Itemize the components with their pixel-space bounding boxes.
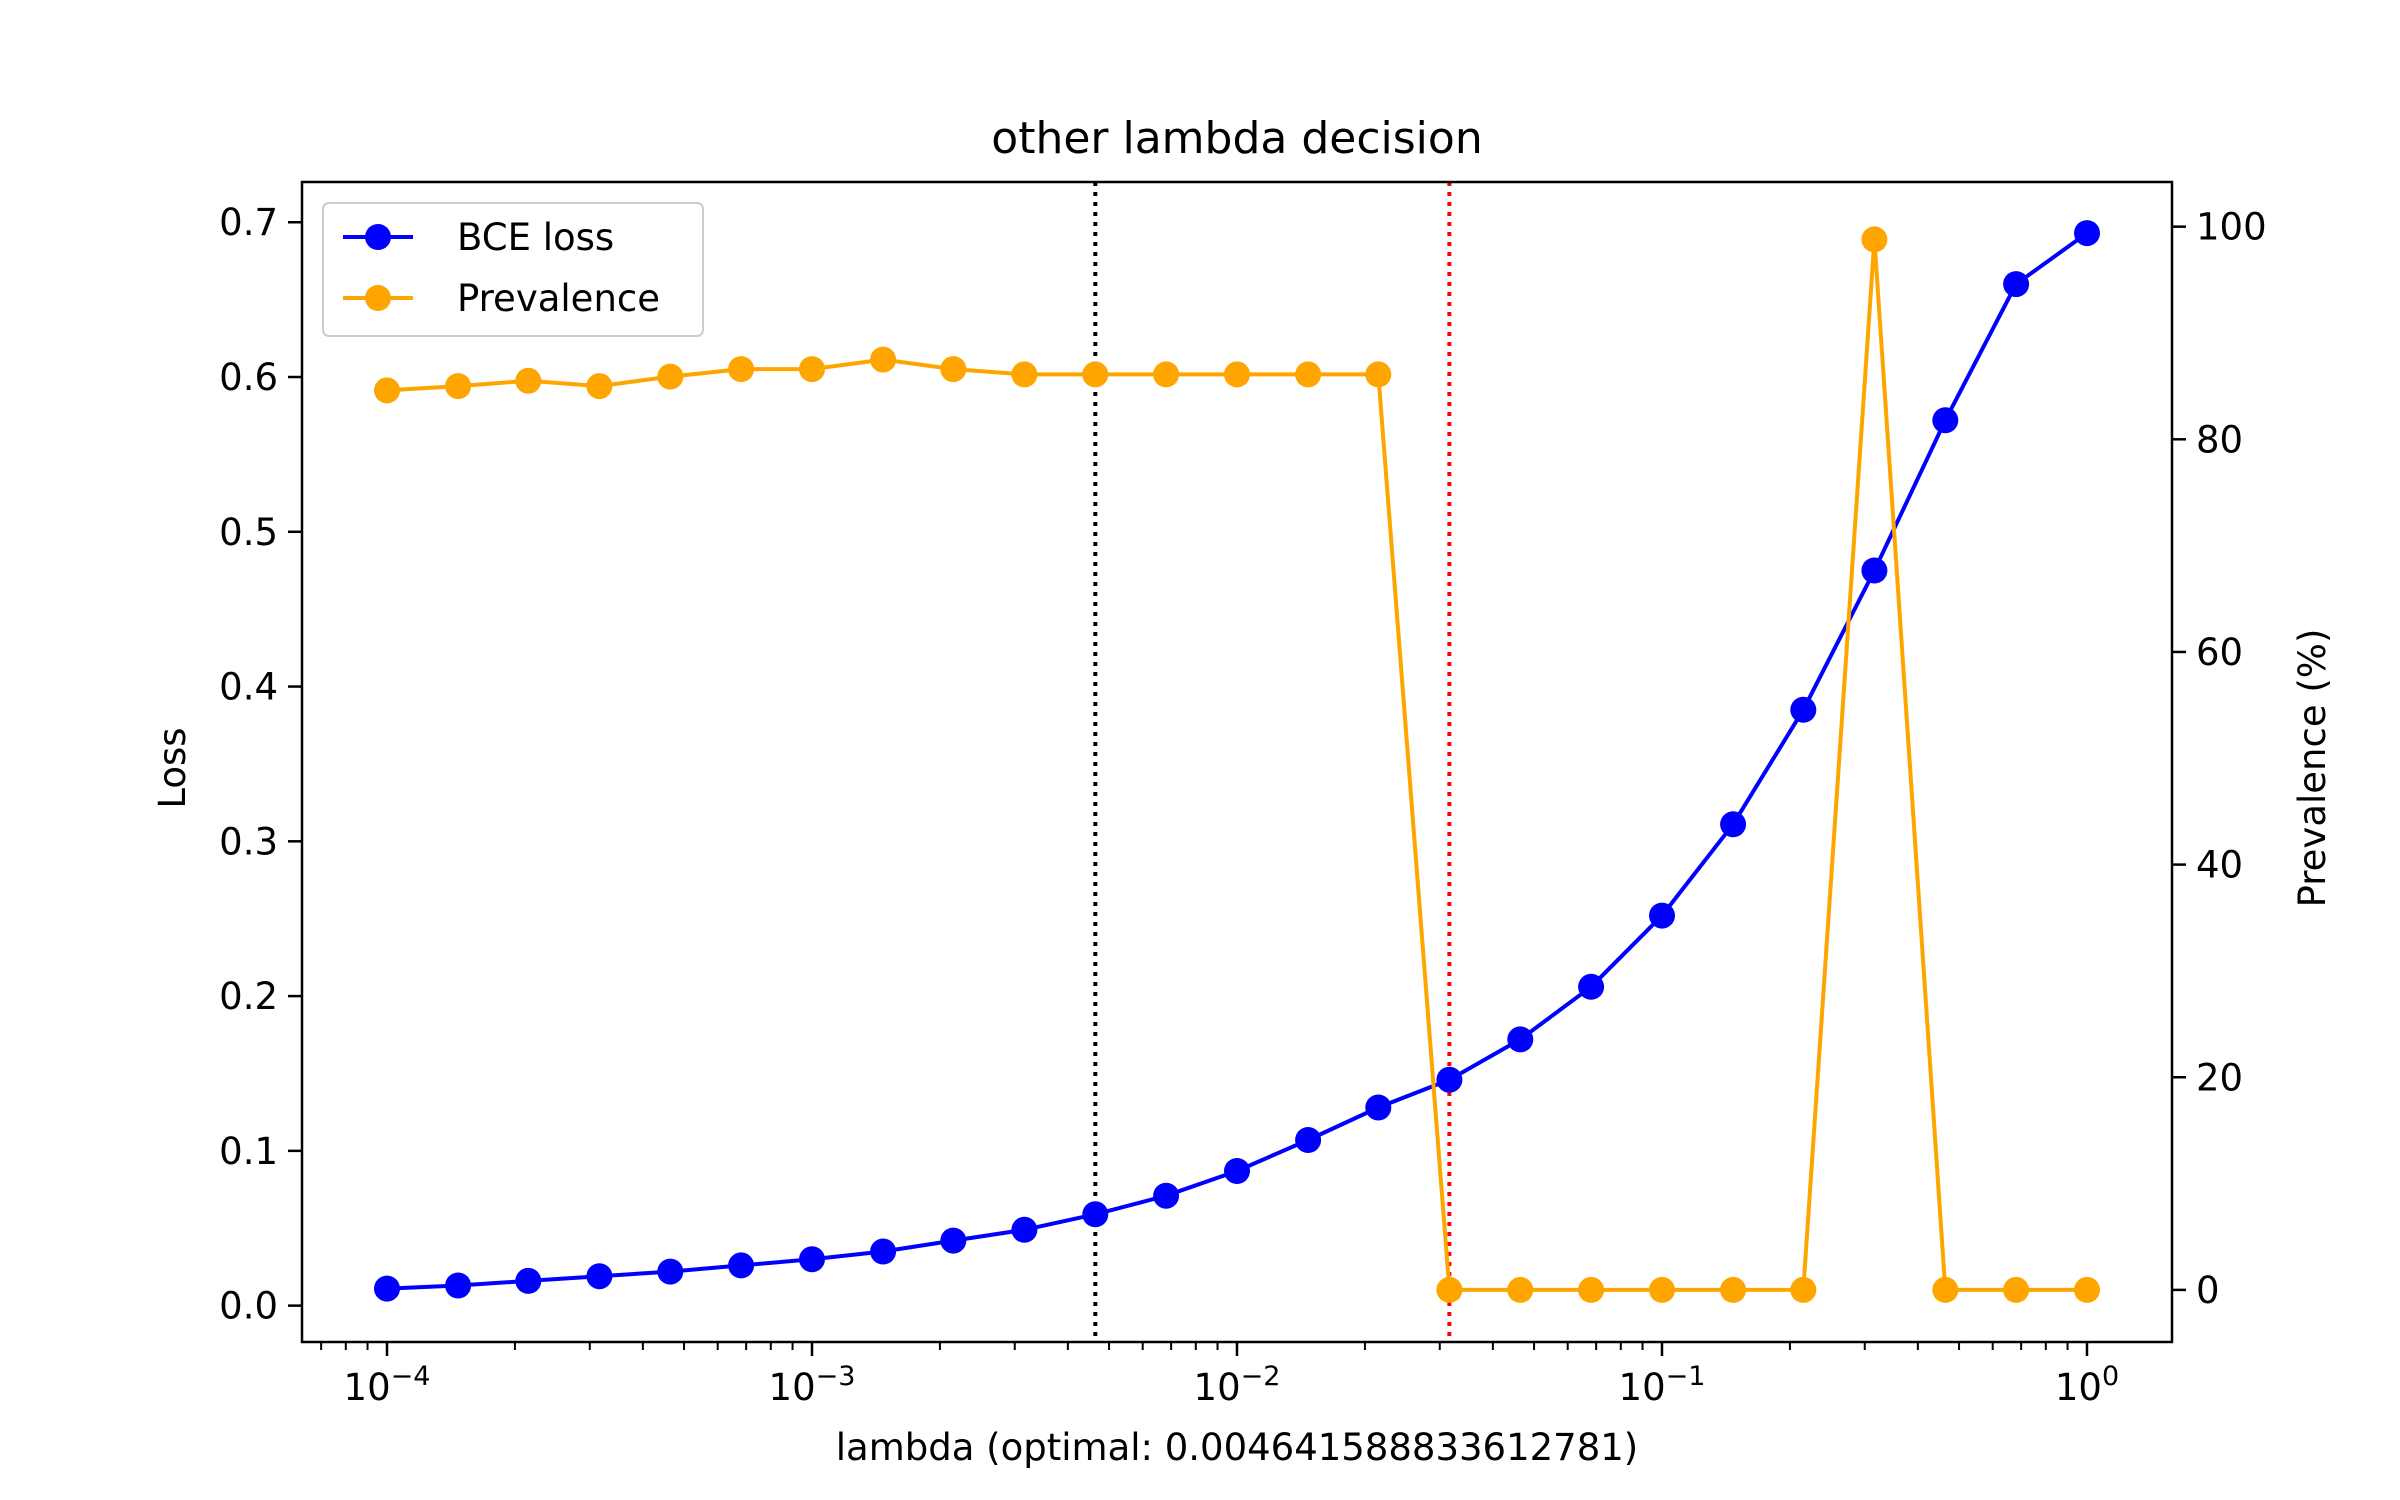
data-point-prevalence bbox=[1153, 361, 1180, 388]
data-point-prevalence bbox=[1082, 361, 1109, 388]
data-point-bce-loss bbox=[515, 1267, 542, 1294]
legend-label-bce-loss: BCE loss bbox=[457, 216, 614, 259]
data-point-prevalence bbox=[1011, 361, 1038, 388]
data-point-bce-loss bbox=[1082, 1201, 1109, 1228]
data-point-bce-loss bbox=[728, 1252, 755, 1279]
x-tick-label: 100 bbox=[2055, 1361, 2119, 1409]
y-tick-label-left: 0.0 bbox=[219, 1285, 278, 1328]
data-point-prevalence bbox=[657, 363, 684, 390]
y-tick-label-right: 60 bbox=[2196, 631, 2243, 674]
data-point-bce-loss bbox=[657, 1258, 684, 1285]
data-point-prevalence bbox=[1365, 361, 1392, 388]
data-point-prevalence bbox=[1861, 226, 1888, 253]
data-point-bce-loss bbox=[374, 1275, 400, 1302]
x-tick-label: 10−3 bbox=[769, 1361, 856, 1409]
data-point-prevalence bbox=[1720, 1276, 1747, 1303]
y-tick-label-right: 80 bbox=[2196, 418, 2243, 461]
data-point-prevalence bbox=[728, 356, 755, 383]
data-point-prevalence bbox=[870, 346, 897, 373]
y-tick-label-left: 0.2 bbox=[219, 975, 278, 1018]
y-tick-label-left: 0.1 bbox=[219, 1130, 278, 1173]
chart-title: other lambda decision bbox=[991, 113, 1482, 164]
data-point-prevalence bbox=[586, 373, 613, 400]
legend-marker-prevalence bbox=[365, 285, 391, 311]
data-point-prevalence bbox=[1507, 1276, 1534, 1303]
data-point-bce-loss bbox=[1365, 1094, 1392, 1121]
y-tick-label-right: 20 bbox=[2196, 1056, 2243, 1099]
data-point-bce-loss bbox=[2074, 220, 2100, 247]
data-point-prevalence bbox=[1436, 1276, 1463, 1303]
legend-label-prevalence: Prevalence bbox=[457, 277, 660, 320]
y-axis-label-left: Loss bbox=[151, 727, 194, 808]
data-point-bce-loss bbox=[1578, 973, 1605, 1000]
data-point-bce-loss bbox=[1649, 902, 1675, 929]
data-point-prevalence bbox=[1295, 361, 1322, 388]
data-point-bce-loss bbox=[799, 1246, 825, 1273]
data-point-bce-loss bbox=[1436, 1066, 1463, 1093]
data-point-prevalence bbox=[445, 373, 472, 400]
x-tick-label: 10−2 bbox=[1194, 1361, 1281, 1409]
y-tick-label-right: 0 bbox=[2196, 1269, 2220, 1312]
data-point-prevalence bbox=[1578, 1276, 1605, 1303]
legend: BCE loss Prevalence bbox=[322, 202, 704, 337]
y-axis-label-right: Prevalence (%) bbox=[2291, 629, 2334, 908]
data-point-bce-loss bbox=[1507, 1026, 1534, 1053]
y-tick-label-left: 0.7 bbox=[219, 201, 278, 244]
data-point-bce-loss bbox=[1295, 1127, 1322, 1153]
data-point-bce-loss bbox=[1011, 1216, 1038, 1243]
data-point-prevalence bbox=[374, 377, 400, 404]
data-point-prevalence bbox=[799, 356, 825, 383]
y-tick-label-right: 100 bbox=[2196, 206, 2267, 249]
data-point-prevalence bbox=[1224, 361, 1250, 388]
data-point-bce-loss bbox=[1224, 1158, 1250, 1184]
data-point-prevalence bbox=[515, 367, 542, 394]
data-point-prevalence bbox=[1790, 1276, 1817, 1303]
data-point-bce-loss bbox=[940, 1227, 967, 1254]
x-axis-label: lambda (optimal: 0.004641588833612781) bbox=[836, 1426, 1638, 1469]
data-point-bce-loss bbox=[1861, 557, 1888, 584]
y-tick-label-left: 0.5 bbox=[219, 511, 278, 554]
x-tick-label: 10−4 bbox=[344, 1361, 431, 1409]
data-point-prevalence bbox=[2074, 1276, 2100, 1303]
data-point-bce-loss bbox=[1932, 407, 1959, 434]
data-point-bce-loss bbox=[445, 1272, 472, 1299]
y-tick-label-left: 0.4 bbox=[219, 666, 278, 709]
data-point-bce-loss bbox=[586, 1263, 613, 1290]
data-point-bce-loss bbox=[1790, 696, 1817, 723]
legend-marker-bce-loss bbox=[365, 224, 391, 250]
data-point-prevalence bbox=[1932, 1276, 1959, 1303]
data-point-bce-loss bbox=[1153, 1182, 1180, 1209]
data-point-bce-loss bbox=[1720, 811, 1747, 838]
data-point-prevalence bbox=[1649, 1276, 1675, 1303]
data-point-bce-loss bbox=[870, 1238, 897, 1265]
data-point-bce-loss bbox=[2003, 271, 2030, 298]
x-tick-label: 10−1 bbox=[1619, 1361, 1706, 1409]
data-point-prevalence bbox=[940, 356, 967, 383]
y-tick-label-left: 0.6 bbox=[219, 356, 278, 399]
data-point-prevalence bbox=[2003, 1276, 2030, 1303]
y-tick-label-left: 0.3 bbox=[219, 820, 278, 863]
y-tick-label-right: 40 bbox=[2196, 844, 2243, 887]
legend-box bbox=[322, 202, 704, 337]
plot-area: 10−4 10−3 10−2 10−1 100 0.0 0.1 0.2 0.3 0.4 0.5 0.6… bbox=[219, 180, 2267, 1409]
